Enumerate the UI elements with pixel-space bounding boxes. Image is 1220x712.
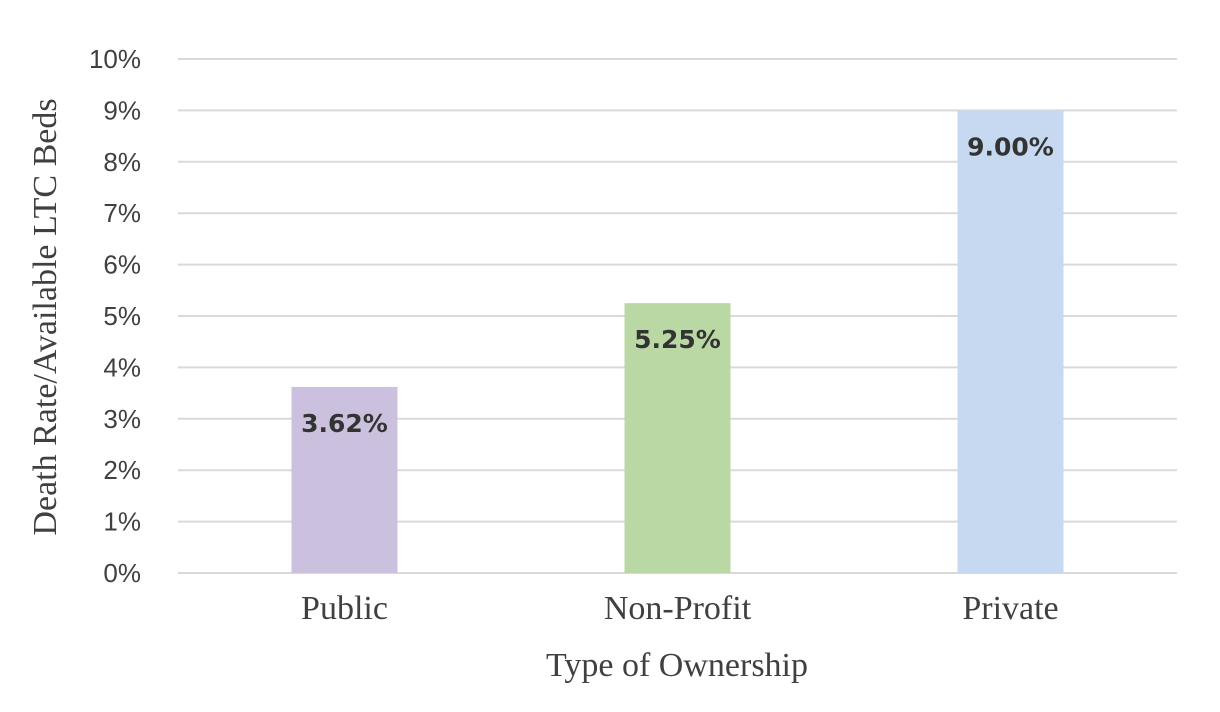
y-axis-title: Death Rate/Available LTC Beds — [27, 98, 64, 535]
y-tick-label: 3% — [103, 404, 141, 434]
y-tick-label: 7% — [103, 198, 141, 228]
bar-non-profit — [624, 303, 731, 573]
y-tick-label: 6% — [103, 250, 141, 280]
x-category-label: Public — [301, 590, 388, 627]
y-tick-label: 10% — [89, 44, 141, 74]
x-category-label: Private — [962, 590, 1058, 627]
y-tick-label: 1% — [103, 507, 141, 537]
y-axis-ticks: 0% 1% 2% 3% 4% 5% 6% 7% 8% 9% 10% — [89, 44, 141, 588]
x-axis-categories: Public Non-Profit Private — [301, 590, 1059, 627]
y-tick-label: 5% — [103, 301, 141, 331]
data-label: 3.62% — [301, 409, 388, 438]
data-labels: 3.62% 5.25% 9.00% — [301, 132, 1054, 438]
y-tick-label: 0% — [103, 558, 141, 588]
x-category-label: Non-Profit — [604, 590, 752, 627]
y-tick-label: 9% — [103, 95, 141, 125]
data-label: 5.25% — [634, 325, 721, 354]
bar-private — [957, 110, 1064, 574]
y-tick-label: 2% — [103, 455, 141, 485]
bars — [291, 110, 1064, 574]
bar-public — [291, 386, 398, 573]
y-tick-label: 8% — [103, 147, 141, 177]
x-axis-title: Type of Ownership — [546, 647, 808, 684]
data-label: 9.00% — [967, 132, 1054, 161]
y-tick-label: 4% — [103, 352, 141, 382]
